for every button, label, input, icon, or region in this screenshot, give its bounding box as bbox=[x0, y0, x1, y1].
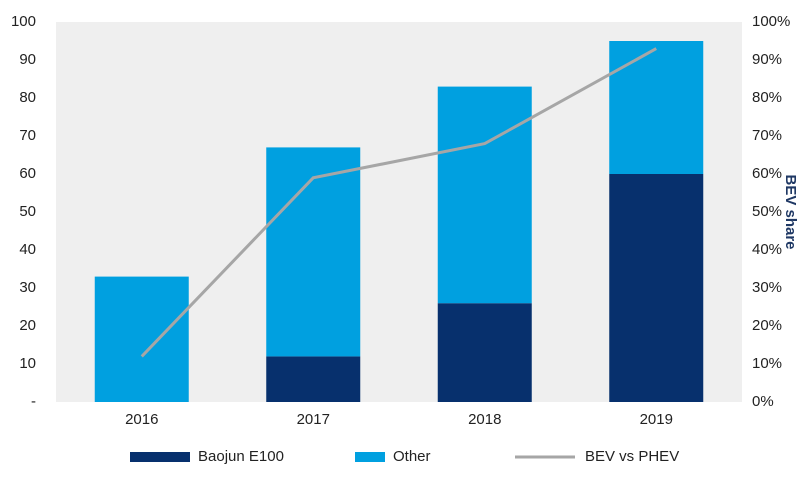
legend-label: Baojun E100 bbox=[198, 448, 284, 465]
y-tick-label: 70 bbox=[19, 127, 36, 144]
y-tick-label: 100 bbox=[11, 13, 36, 30]
y2-tick-label: 80% bbox=[752, 89, 782, 106]
y2-axis-title: BEV share bbox=[782, 174, 799, 249]
line-series bbox=[140, 47, 657, 358]
bar bbox=[94, 276, 189, 402]
legend-label: Other bbox=[393, 448, 431, 465]
y2-tick-label: 70% bbox=[752, 127, 782, 144]
y2-tick-label: 20% bbox=[752, 317, 782, 334]
bar bbox=[609, 41, 704, 174]
y2-tick-label: 50% bbox=[752, 203, 782, 220]
bar bbox=[266, 147, 361, 357]
legend-swatch bbox=[130, 452, 190, 462]
y2-tick-label: 100% bbox=[752, 13, 790, 30]
y-tick-label: 80 bbox=[19, 89, 36, 106]
y2-tick-label: 30% bbox=[752, 279, 782, 296]
legend-label: BEV vs PHEV bbox=[585, 448, 679, 465]
x-tick-label: 2019 bbox=[640, 411, 673, 428]
y-tick-label: 90 bbox=[19, 51, 36, 68]
y2-tick-label: 0% bbox=[752, 393, 774, 410]
legend-swatch bbox=[355, 452, 385, 462]
y2-tick-label: 60% bbox=[752, 165, 782, 182]
y2-tick-label: 10% bbox=[752, 355, 782, 372]
y2-tick-label: 40% bbox=[752, 241, 782, 258]
x-tick-label: 2016 bbox=[125, 411, 158, 428]
y-tick-label: - bbox=[31, 393, 36, 410]
y-tick-label: 60 bbox=[19, 165, 36, 182]
y-tick-label: 10 bbox=[19, 355, 36, 372]
x-tick-label: 2017 bbox=[297, 411, 330, 428]
y-tick-label: 30 bbox=[19, 279, 36, 296]
y-tick-label: 50 bbox=[19, 203, 36, 220]
y-tick-label: 40 bbox=[19, 241, 36, 258]
bar bbox=[266, 356, 361, 402]
y2-tick-label: 90% bbox=[752, 51, 782, 68]
x-tick-label: 2018 bbox=[468, 411, 501, 428]
bar bbox=[437, 303, 532, 402]
bar bbox=[437, 86, 532, 304]
bar bbox=[609, 174, 704, 402]
y-tick-label: 20 bbox=[19, 317, 36, 334]
